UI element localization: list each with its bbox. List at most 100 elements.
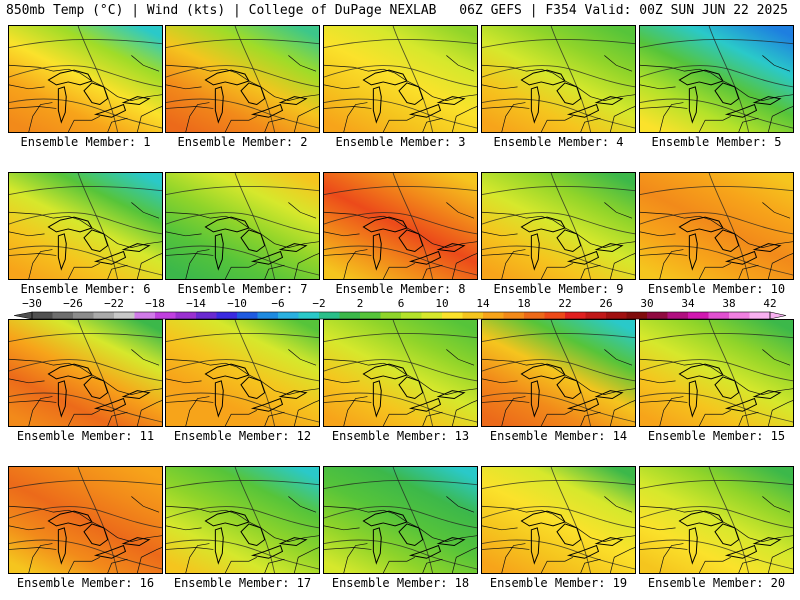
political-border: [422, 117, 443, 132]
height-contour: [392, 467, 434, 573]
colorbar-tick-label: 2: [357, 297, 364, 310]
political-border: [324, 84, 360, 90]
colorbar-swatch: [360, 312, 381, 319]
height-contour: [482, 539, 635, 570]
great-lakes-outline: [688, 527, 698, 565]
great-lakes-outline: [57, 380, 67, 418]
height-contour: [166, 506, 319, 529]
great-lakes-outline: [93, 544, 127, 559]
height-contour: [482, 359, 635, 382]
political-border: [324, 547, 372, 550]
political-border: [640, 547, 688, 550]
ensemble-member-label: Ensemble Member: 3: [335, 135, 466, 149]
colorbar-swatch: [749, 312, 771, 319]
height-contour: [550, 26, 592, 132]
political-border: [131, 202, 160, 219]
height-contour: [324, 245, 477, 276]
great-lakes-outline: [214, 527, 224, 565]
great-lakes-outline: [214, 86, 224, 124]
height-contour: [9, 245, 162, 276]
political-border: [166, 253, 214, 256]
political-border: [382, 115, 415, 132]
ensemble-member-7-map: [165, 172, 320, 280]
political-border: [762, 349, 791, 366]
political-border: [288, 202, 317, 219]
political-border: [762, 496, 791, 513]
ensemble-member-label: Ensemble Member: 14: [489, 429, 628, 443]
great-lakes-outline: [121, 96, 151, 106]
great-lakes-outline: [250, 103, 284, 118]
great-lakes-outline: [566, 544, 600, 559]
height-contour: [708, 320, 750, 426]
political-border: [28, 102, 53, 132]
great-lakes-outline: [240, 229, 266, 253]
political-border: [324, 231, 360, 237]
political-border: [767, 547, 793, 573]
great-lakes-outline: [752, 243, 782, 253]
ensemble-member-9-map: [481, 172, 636, 280]
colorbar-swatch: [114, 312, 135, 319]
ensemble-member-label: Ensemble Member: 8: [335, 282, 466, 296]
great-lakes-outline: [121, 243, 151, 253]
political-border: [264, 264, 285, 279]
political-border: [264, 117, 285, 132]
political-border: [482, 106, 530, 109]
political-border: [185, 249, 210, 279]
ensemble-member-label: Ensemble Member: 12: [173, 429, 312, 443]
political-border: [767, 400, 793, 426]
political-border: [640, 400, 688, 403]
height-contour: [640, 65, 793, 88]
ensemble-member-8-map: [323, 172, 478, 280]
height-contour: [640, 212, 793, 235]
great-lakes-outline: [688, 86, 698, 124]
ensemble-member-20-map: [639, 466, 794, 574]
colorbar-tick-label: −10: [227, 297, 247, 310]
colorbar-swatch: [708, 312, 730, 319]
political-border: [324, 525, 360, 531]
height-contour: [640, 98, 793, 129]
political-border: [540, 115, 573, 132]
political-border: [609, 547, 635, 573]
political-border: [482, 231, 518, 237]
ensemble-member-label: Ensemble Member: 16: [16, 576, 155, 590]
colorbar-swatch: [544, 312, 566, 319]
great-lakes-outline: [678, 363, 724, 380]
political-border: [422, 558, 443, 573]
political-border: [136, 400, 162, 426]
great-lakes-outline: [530, 86, 540, 124]
height-contour: [324, 539, 477, 570]
great-lakes-outline: [566, 250, 600, 265]
height-contour: [324, 392, 477, 423]
political-border: [767, 253, 793, 279]
height-contour: [482, 245, 635, 276]
political-border: [288, 55, 317, 72]
great-lakes-outline: [594, 243, 624, 253]
political-border: [166, 400, 214, 403]
great-lakes-outline: [714, 523, 740, 547]
political-border: [501, 543, 526, 573]
height-contour: [9, 506, 162, 529]
political-border: [343, 102, 368, 132]
colorbar-swatch: [729, 312, 750, 319]
great-lakes-outline: [530, 233, 540, 271]
height-contour: [640, 245, 793, 276]
great-lakes-outline: [362, 363, 408, 380]
political-border: [107, 264, 128, 279]
great-lakes-outline: [204, 69, 250, 86]
ensemble-member-label: Ensemble Member: 1: [20, 135, 151, 149]
great-lakes-outline: [214, 233, 224, 271]
great-lakes-outline: [724, 103, 758, 118]
great-lakes-outline: [278, 243, 308, 253]
height-contour: [708, 26, 750, 132]
ensemble-member-11-map: [8, 319, 163, 427]
great-lakes-outline: [594, 96, 624, 106]
great-lakes-outline: [372, 527, 382, 565]
colorbar-tick-label: −22: [104, 297, 124, 310]
height-contour: [392, 320, 434, 426]
ensemble-member-label: Ensemble Member: 5: [651, 135, 782, 149]
colorbar-swatch: [93, 312, 115, 319]
political-border: [580, 411, 601, 426]
great-lakes-outline: [556, 523, 582, 547]
political-border: [9, 106, 57, 109]
political-border: [185, 102, 210, 132]
